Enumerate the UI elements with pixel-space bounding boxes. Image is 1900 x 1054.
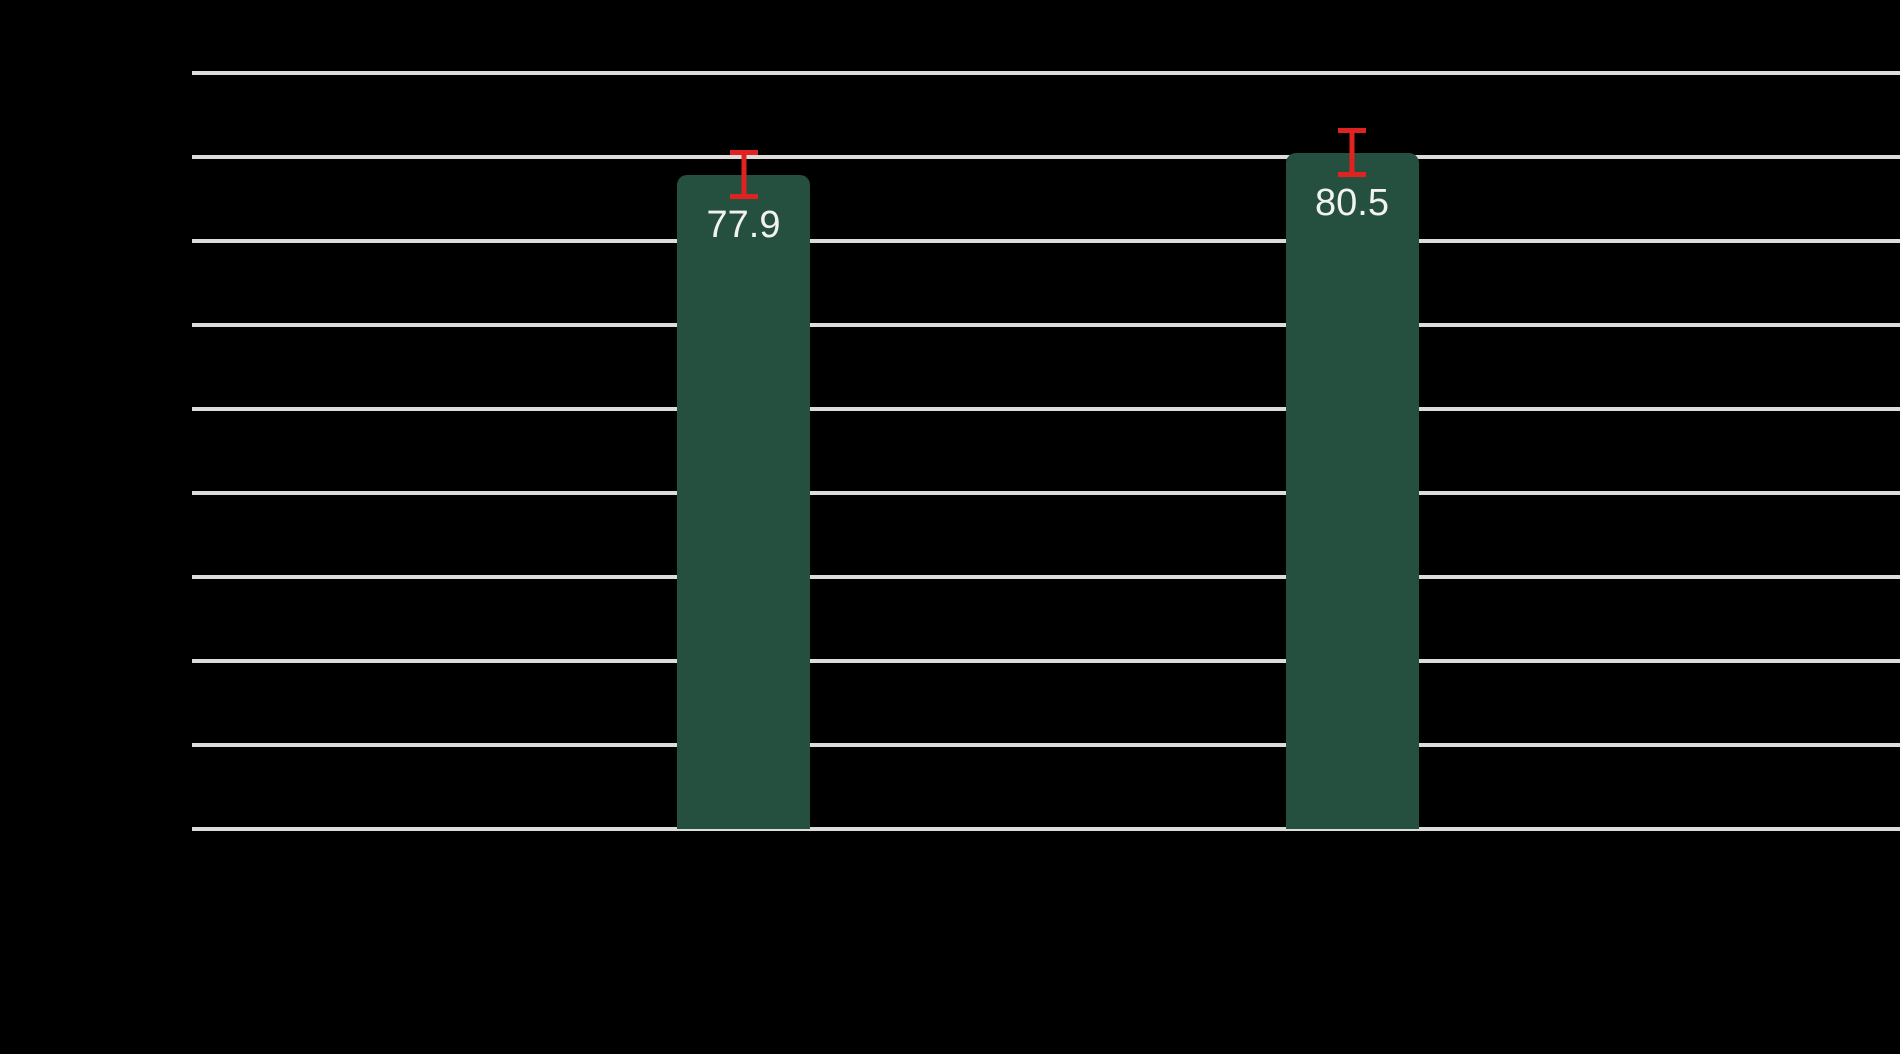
bar-2 bbox=[1285, 152, 1419, 829]
error-bar-bottom-cap bbox=[1338, 172, 1366, 178]
gridline-y60 bbox=[192, 323, 1900, 327]
bar-value-label-1: 77.9 bbox=[706, 203, 781, 246]
gridline-y50 bbox=[192, 407, 1900, 411]
error-bar-1 bbox=[729, 150, 758, 199]
error-bar-stem bbox=[741, 150, 746, 199]
gridline-y70 bbox=[192, 239, 1900, 243]
gridline-y20 bbox=[192, 659, 1900, 663]
gridline-y80 bbox=[192, 155, 1900, 159]
error-bar-stem bbox=[1349, 128, 1355, 178]
error-bar-top-cap bbox=[729, 150, 758, 156]
gridline-y10 bbox=[192, 743, 1900, 747]
bar-1 bbox=[677, 174, 810, 829]
gridline-y40 bbox=[192, 491, 1900, 495]
error-bar-bottom-cap bbox=[729, 193, 758, 199]
gridline-y90 bbox=[192, 71, 1900, 75]
gridline-y0 bbox=[192, 827, 1900, 831]
bar-value-label-2: 80.5 bbox=[1315, 181, 1389, 224]
gridline-y30 bbox=[192, 575, 1900, 579]
error-bar-top-cap bbox=[1338, 128, 1366, 134]
error-bar-2 bbox=[1338, 128, 1366, 178]
